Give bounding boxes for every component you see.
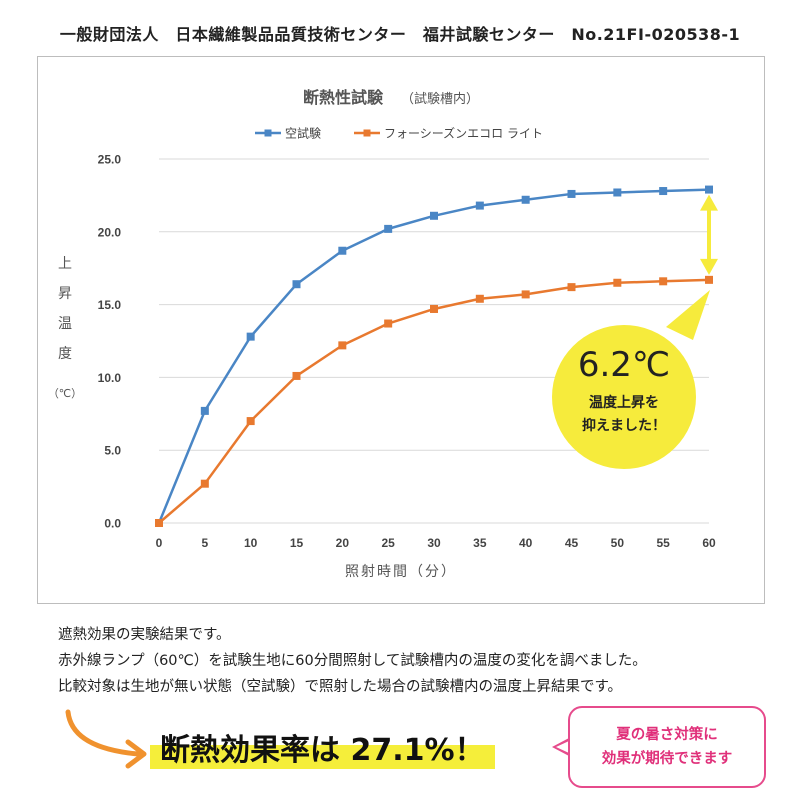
series-0-point xyxy=(659,187,668,196)
description-line-3: 比較対象は生地が無い状態（空試験）で照射した場合の試験槽内の温度上昇結果です。 xyxy=(58,679,623,695)
note-line-2: 効果が期待できます xyxy=(601,751,733,767)
series-1-point xyxy=(521,290,530,299)
series-0-point xyxy=(430,211,438,220)
difference-arrow-head-down xyxy=(700,258,718,275)
y-tick-label: 0.0 xyxy=(104,517,121,531)
y-axis-label-char: 温 xyxy=(58,316,72,332)
legend-marker-1 xyxy=(363,129,371,137)
series-0-point xyxy=(200,406,209,415)
series-0-point xyxy=(384,224,393,233)
chart-frame: 断熱性試験 （試験槽内） 空試験 フォーシーズンエコロ ライト 0.0 5.0 10.0 15… xyxy=(37,56,765,604)
report-header: 一般財団法人 日本繊維製品品質技術センター 福井試験センター No.21FI-0… xyxy=(59,25,741,44)
description: 遮熱効果の実験結果です。 赤外線ランプ（60℃）を試験生地に60分間照射して試験… xyxy=(58,622,778,700)
y-tick-label: 5.0 xyxy=(104,444,121,458)
conclusion: 断熱効果率は 27.1%！ xyxy=(150,724,495,770)
x-tick-label: 15 xyxy=(290,536,304,550)
series-0-point xyxy=(475,201,484,210)
chart-subtitle: （試験槽内） xyxy=(401,91,479,107)
series-0-point xyxy=(567,189,576,198)
series-0-point xyxy=(338,246,347,255)
y-tick-label: 15.0 xyxy=(98,298,122,312)
note-bubble-tail-inner xyxy=(556,741,569,753)
x-tick-label: 35 xyxy=(473,536,487,550)
series-1-point xyxy=(200,479,209,488)
series-1-point xyxy=(338,341,347,350)
note-bubble: 夏の暑さ対策に 効果が期待できます xyxy=(568,706,766,788)
legend-label-1: フォーシーズンエコロ ライト xyxy=(384,126,543,141)
series-1-point xyxy=(659,277,668,286)
y-axis-label-char: 上 xyxy=(58,256,72,272)
callout-value: 6.2℃ xyxy=(578,345,670,385)
y-axis-label-char: 昇 xyxy=(58,286,72,302)
series-1-point xyxy=(246,417,255,426)
series-1-point xyxy=(475,294,484,303)
callout-bubble xyxy=(552,325,696,469)
x-tick-label: 25 xyxy=(381,536,395,550)
y-tick-label: 25.0 xyxy=(98,153,122,167)
chart-title: 断熱性試験 xyxy=(303,88,384,107)
orange-curved-arrow-icon xyxy=(65,709,147,769)
series-1-point xyxy=(430,304,438,313)
series-1-point xyxy=(155,519,163,527)
y-tick-label: 10.0 xyxy=(98,371,122,385)
series-1-point xyxy=(384,319,393,328)
callout-line-2: 抑えました！ xyxy=(582,417,666,434)
y-axis-label-char: 度 xyxy=(58,346,72,362)
callout-pointer xyxy=(666,290,710,340)
y-tick-label: 20.0 xyxy=(98,225,122,239)
note-line-1: 夏の暑さ対策に xyxy=(616,727,718,743)
series-0-point xyxy=(705,185,713,194)
conclusion-text: 断熱効果率は 27.1%！ xyxy=(150,725,495,769)
x-tick-label: 60 xyxy=(702,536,716,550)
x-tick-label: 50 xyxy=(611,536,625,550)
series-0-point xyxy=(292,280,301,289)
callout-line-1: 温度上昇を xyxy=(589,394,659,411)
series-0-point xyxy=(521,195,530,204)
series-1-point xyxy=(292,371,301,380)
series-1-point xyxy=(567,283,576,292)
series-0-point xyxy=(246,332,255,341)
x-tick-label: 10 xyxy=(244,536,258,550)
y-axis-label-char: （℃） xyxy=(48,387,82,400)
series-1-point xyxy=(613,278,622,287)
series-1-point xyxy=(705,275,713,284)
x-tick-label: 55 xyxy=(656,536,670,550)
line-chart: 断熱性試験 （試験槽内） 空試験 フォーシーズンエコロ ライト 0.0 5.0 10.0 15… xyxy=(48,88,718,580)
legend-marker-0 xyxy=(264,129,272,137)
description-line-1: 遮熱効果の実験結果です。 xyxy=(58,627,231,643)
description-line-2: 赤外線ランプ（60℃）を試験生地に60分間照射して試験槽内の温度の変化を調べまし… xyxy=(58,653,647,669)
x-tick-label: 45 xyxy=(565,536,579,550)
x-tick-label: 0 xyxy=(156,536,163,550)
x-tick-label: 30 xyxy=(427,536,441,550)
difference-arrow-head-up xyxy=(700,194,718,211)
x-axis-label: 照射時間（分） xyxy=(345,564,457,580)
x-tick-label: 40 xyxy=(519,536,533,550)
x-tick-label: 5 xyxy=(201,536,208,550)
x-tick-label: 20 xyxy=(336,536,350,550)
legend-label-0: 空試験 xyxy=(285,126,321,141)
series-0-point xyxy=(613,188,622,197)
